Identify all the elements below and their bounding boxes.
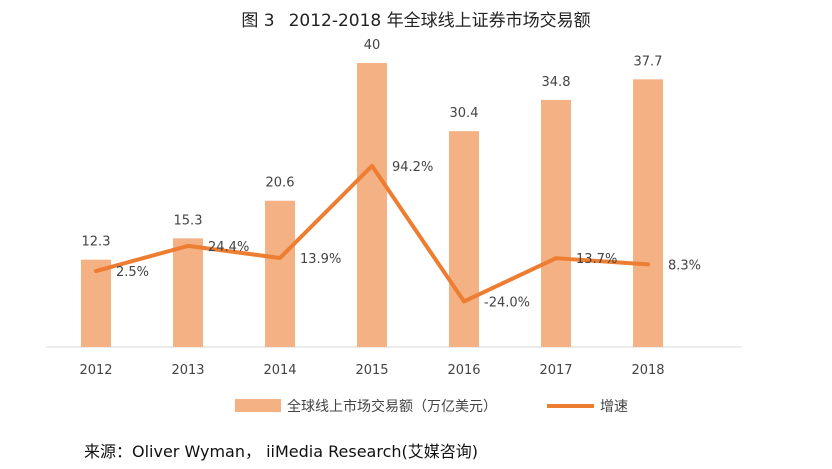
x-tick-2016: 2016 <box>447 363 480 378</box>
bars-group <box>81 63 663 347</box>
chart-title: 图 3 2012-2018 年全球线上证券市场交易额 <box>0 6 832 31</box>
bar-label-2014: 20.6 <box>266 176 295 191</box>
source-note: 来源：Oliver Wyman， iiMedia Research(艾媒咨询) <box>84 442 478 461</box>
legend: 全球线上市场交易额（万亿美元） 增速 <box>235 398 628 415</box>
bar-label-2015: 40 <box>364 38 381 53</box>
bar-2013 <box>173 238 203 347</box>
growth-label-2015: 94.2% <box>392 160 433 175</box>
x-tick-2015: 2015 <box>355 363 388 378</box>
growth-label-2014: 13.9% <box>300 252 341 267</box>
bar-2016 <box>449 131 479 347</box>
bar-2015 <box>357 63 387 347</box>
bar-label-2017: 34.8 <box>542 75 571 90</box>
legend-bar-swatch <box>235 399 281 412</box>
figure-title: 2012-2018 年全球线上证券市场交易额 <box>288 11 591 31</box>
growth-labels-group: 2.5% 24.4% 13.9% 94.2% -24.0% 13.7% 8.3% <box>116 160 701 311</box>
bar-label-2013: 15.3 <box>174 213 203 228</box>
legend-bar-label: 全球线上市场交易额（万亿美元） <box>287 398 497 415</box>
bar-label-2012: 12.3 <box>82 235 111 250</box>
bar-2018 <box>633 79 663 347</box>
bar-2017 <box>541 99 571 347</box>
growth-label-2016: -24.0% <box>484 295 530 310</box>
x-tick-2017: 2017 <box>539 363 572 378</box>
x-tick-2014: 2014 <box>263 363 296 378</box>
growth-label-2018: 8.3% <box>668 258 701 273</box>
bar-label-2016: 30.4 <box>450 106 479 121</box>
x-ticks-group: 2012 2013 2014 2015 2016 2017 2018 <box>79 363 664 378</box>
growth-label-2017: 13.7% <box>576 252 617 267</box>
legend-line-label: 增速 <box>600 399 628 415</box>
bar-2014 <box>265 200 295 347</box>
x-tick-2012: 2012 <box>79 363 112 378</box>
bar-labels-group: 12.3 15.3 20.6 40 30.4 34.8 37.7 <box>82 38 663 250</box>
growth-label-2013: 24.4% <box>208 240 249 255</box>
x-tick-2013: 2013 <box>171 363 204 378</box>
figure-number: 图 3 <box>241 11 275 31</box>
bar-2012 <box>81 259 111 347</box>
growth-line <box>94 163 650 304</box>
x-tick-2018: 2018 <box>631 363 664 378</box>
bar-label-2018: 37.7 <box>634 54 663 69</box>
growth-label-2012: 2.5% <box>116 265 149 280</box>
